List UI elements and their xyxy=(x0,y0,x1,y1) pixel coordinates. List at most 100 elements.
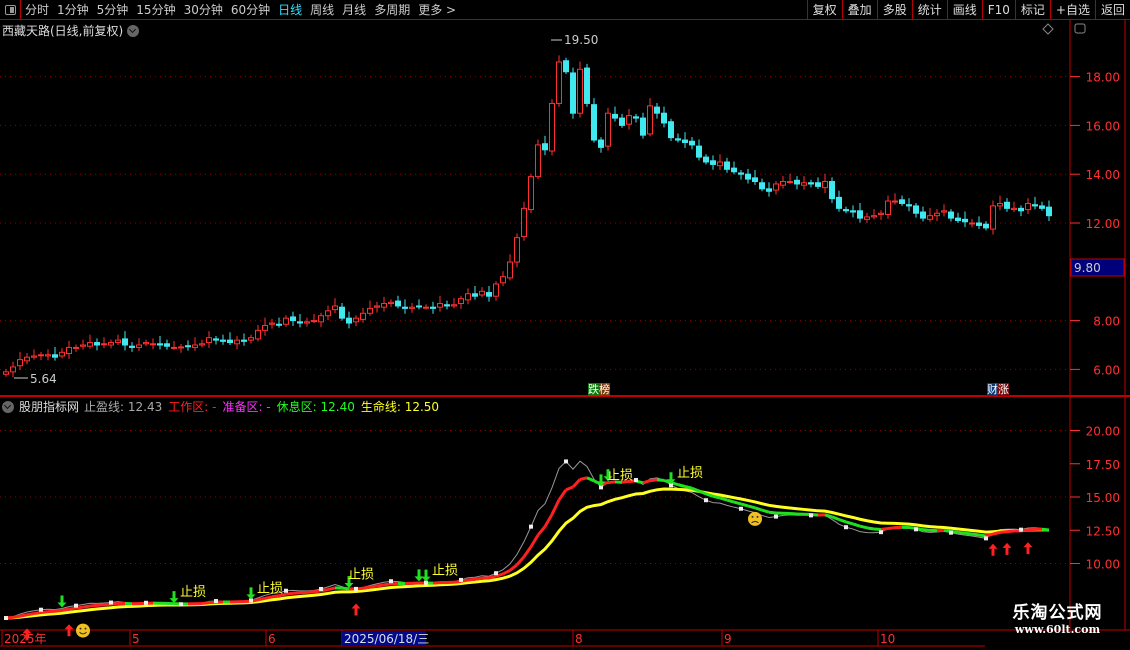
candle xyxy=(136,338,142,351)
period-tab[interactable]: 更多 > xyxy=(418,3,457,17)
toolbar-button[interactable]: 返回 xyxy=(1094,0,1130,20)
period-tab[interactable]: 1分钟 xyxy=(57,3,89,17)
panel-toggle-button[interactable] xyxy=(0,0,21,20)
y-tick-label: 15.00 xyxy=(1086,491,1120,505)
toolbar-button[interactable]: 标记 xyxy=(1014,0,1050,20)
tag-text: 财 xyxy=(987,383,998,396)
period-tab[interactable]: 周线 xyxy=(310,3,335,17)
work-rest-line xyxy=(264,595,273,600)
candle xyxy=(150,338,156,350)
sell-arrow-icon xyxy=(57,595,67,608)
marker xyxy=(739,506,743,511)
candle xyxy=(682,132,688,148)
work-rest-line xyxy=(957,530,966,535)
candle xyxy=(262,317,268,336)
marker xyxy=(774,514,778,519)
toolbar-button[interactable]: 叠加 xyxy=(841,0,877,20)
candle xyxy=(381,296,387,312)
marker xyxy=(634,478,638,483)
candle-body xyxy=(689,140,695,146)
candle xyxy=(367,300,373,316)
candle xyxy=(626,109,632,130)
candle xyxy=(451,298,457,309)
work-rest-line xyxy=(306,590,315,594)
toolbar-button[interactable]: 画线 xyxy=(946,0,982,20)
toolbar-button[interactable]: F10 xyxy=(981,0,1015,20)
y-tick-label: 20.00 xyxy=(1086,425,1120,439)
toolbar-button[interactable]: +自选 xyxy=(1049,0,1095,20)
candle-body xyxy=(794,179,800,185)
candle-body xyxy=(745,173,751,180)
candle-body xyxy=(395,300,401,307)
candle xyxy=(549,99,555,156)
candle xyxy=(493,281,499,301)
sell-arrow-icon xyxy=(414,569,424,582)
candle-body xyxy=(514,237,520,263)
work-rest-line xyxy=(845,520,854,526)
tag-dieband[interactable]: 跌榜 xyxy=(587,381,611,397)
work-rest-line xyxy=(285,591,294,596)
candle-body xyxy=(1018,207,1024,212)
toolbar-button[interactable]: 统计 xyxy=(911,0,947,20)
work-rest-line xyxy=(502,569,511,576)
candle xyxy=(787,173,793,184)
candle-body xyxy=(542,143,548,151)
period-tab[interactable]: 日线 xyxy=(278,3,303,17)
stop-loss-label: 止损 xyxy=(348,568,374,583)
work-rest-line xyxy=(432,581,441,585)
candle xyxy=(906,198,912,212)
candle-body xyxy=(493,283,499,297)
candle-body xyxy=(437,303,443,308)
toolbar-button[interactable]: 复权 xyxy=(806,0,842,20)
period-tab[interactable]: 30分钟 xyxy=(183,3,223,17)
x-label: 10 xyxy=(880,632,895,646)
work-rest-line xyxy=(971,532,980,537)
marker xyxy=(914,527,918,532)
candle xyxy=(1046,200,1052,222)
candle xyxy=(402,299,408,314)
candle-body xyxy=(927,215,933,220)
y-tick-label: 6.00 xyxy=(1093,363,1120,377)
marker xyxy=(459,577,463,582)
chevron-down-icon[interactable] xyxy=(2,400,14,413)
y-tick-label: 12.00 xyxy=(1086,217,1120,231)
period-tab[interactable]: 月线 xyxy=(342,3,367,17)
candle xyxy=(661,106,667,128)
candle xyxy=(199,339,205,348)
candle-body xyxy=(808,182,814,185)
candle-body xyxy=(892,200,898,203)
candle-body xyxy=(556,61,562,104)
toolbar-button[interactable]: 多股 xyxy=(876,0,912,20)
period-tab[interactable]: 60分钟 xyxy=(230,3,271,17)
period-tab[interactable]: 15分钟 xyxy=(136,3,176,17)
work-rest-line xyxy=(40,610,49,614)
work-rest-line xyxy=(761,508,770,514)
tag-caizhang[interactable]: 财涨 xyxy=(986,381,1010,397)
candle xyxy=(164,339,170,350)
candle-body xyxy=(598,139,604,148)
candle-body xyxy=(703,156,709,163)
candle-body xyxy=(31,355,37,358)
chevron-down-icon[interactable] xyxy=(127,24,140,37)
candle xyxy=(269,318,275,329)
work-rest-line xyxy=(313,589,322,594)
date-highlight xyxy=(342,631,426,646)
candle xyxy=(983,221,989,231)
work-rest-line xyxy=(257,596,266,602)
work-rest-line xyxy=(726,498,735,504)
period-tab[interactable]: 多周期 xyxy=(374,3,411,17)
work-rest-line xyxy=(747,504,756,510)
work-rest-line xyxy=(992,530,1001,536)
candle-body xyxy=(570,72,576,114)
indicator-value: 工作区: - xyxy=(168,400,217,414)
period-tab[interactable]: 分时 xyxy=(25,3,50,17)
work-rest-line xyxy=(649,478,658,483)
work-rest-line xyxy=(571,478,582,488)
candle xyxy=(248,334,254,344)
y-tick-label: 16.00 xyxy=(1086,119,1120,133)
x-label: 8 xyxy=(575,632,583,646)
candle xyxy=(514,233,520,268)
period-tab[interactable]: 5分钟 xyxy=(96,3,129,17)
candle xyxy=(94,338,100,351)
